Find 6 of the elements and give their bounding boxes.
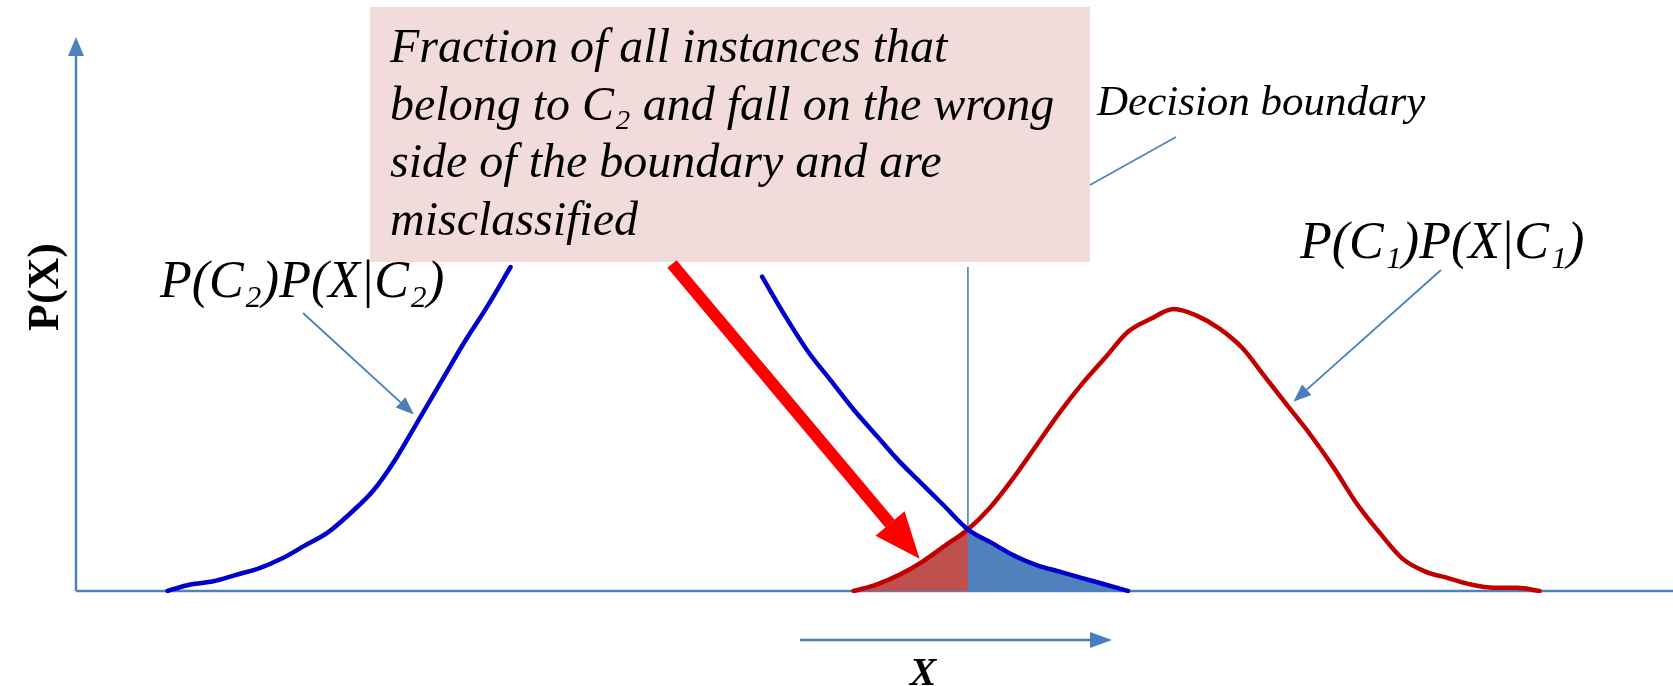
text: Fraction of all instances that belong to C₂ and fall on the wrong side of the boundary and are misclassified — [390, 19, 1055, 245]
series-label: P(C₂)P(X|C₂) — [160, 250, 445, 309]
series-label: P(C₁)P(X|C₁) — [1300, 211, 1585, 270]
y-axis-title: P(X) — [17, 243, 69, 331]
text: Decision boundary — [1097, 76, 1426, 125]
x-axis-title: X — [909, 648, 937, 686]
